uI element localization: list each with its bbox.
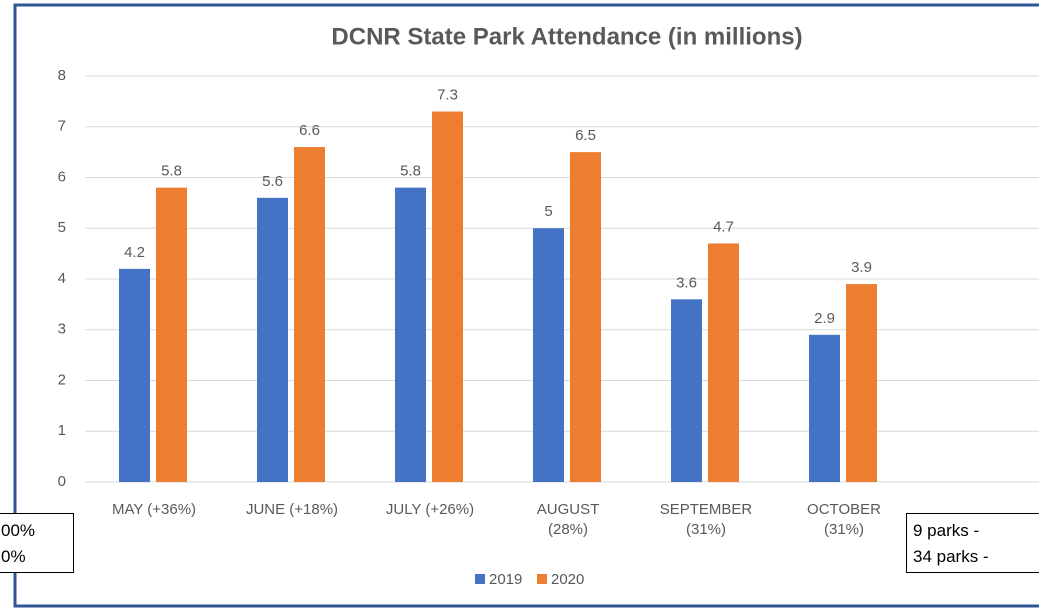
legend-swatch [475,574,485,584]
x-tick-label: SEPTEMBER (31%) [659,501,753,538]
data-label: 3.6 [676,274,697,291]
y-tick-label: 4 [58,270,66,287]
note-line: 00% [1,521,36,540]
x-tick-label: AUGUST (28%) [536,501,600,538]
chart-title: DCNR State Park Attendance (in millions) [331,23,802,50]
bar [119,268,150,482]
data-label: 5.8 [161,163,182,180]
bar [671,299,702,482]
bar [294,147,325,483]
data-label: 4.7 [713,218,734,235]
bar [156,187,187,482]
data-label: 5.8 [400,163,421,180]
y-tick-label: 0 [58,473,66,490]
bar [533,228,564,482]
x-tick-label: OCTOBER (31%) [807,501,881,538]
data-label: 3.9 [851,259,872,276]
y-tick-label: 2 [58,371,66,388]
x-tick-label: MAY (+36%) [111,501,197,518]
data-label: 5.6 [262,173,283,190]
y-tick-label: 1 [58,422,66,439]
y-tick-label: 6 [58,168,66,185]
left-note: 00% 0% [0,513,74,573]
data-label: 7.3 [437,86,458,103]
y-tick-label: 3 [58,321,66,338]
bar [708,243,739,482]
data-label: 2.9 [814,310,835,327]
y-tick-label: 7 [58,118,66,135]
bar [570,152,601,482]
y-tick-label: 5 [58,219,66,236]
y-tick-label: 8 [58,67,66,84]
legend-label: 2019 [489,571,522,588]
note-line: 9 parks - [913,521,980,540]
right-note: 9 parks - 34 parks - [906,513,1039,573]
bar [395,187,426,482]
bar [809,334,840,482]
x-tick-label: JUNE (+18%) [245,501,339,518]
x-tick-label: JULY (+26%) [385,501,475,518]
data-label: 5 [544,203,552,220]
bar [846,284,877,482]
data-label: 4.2 [124,244,145,261]
note-line: 0% [1,547,26,566]
data-label: 6.5 [575,127,596,144]
bar [257,197,288,483]
data-label: 6.6 [299,122,320,139]
bar [432,111,463,483]
legend-label: 2020 [551,571,584,588]
note-line: 34 parks - [913,547,989,566]
legend-swatch [537,574,547,584]
